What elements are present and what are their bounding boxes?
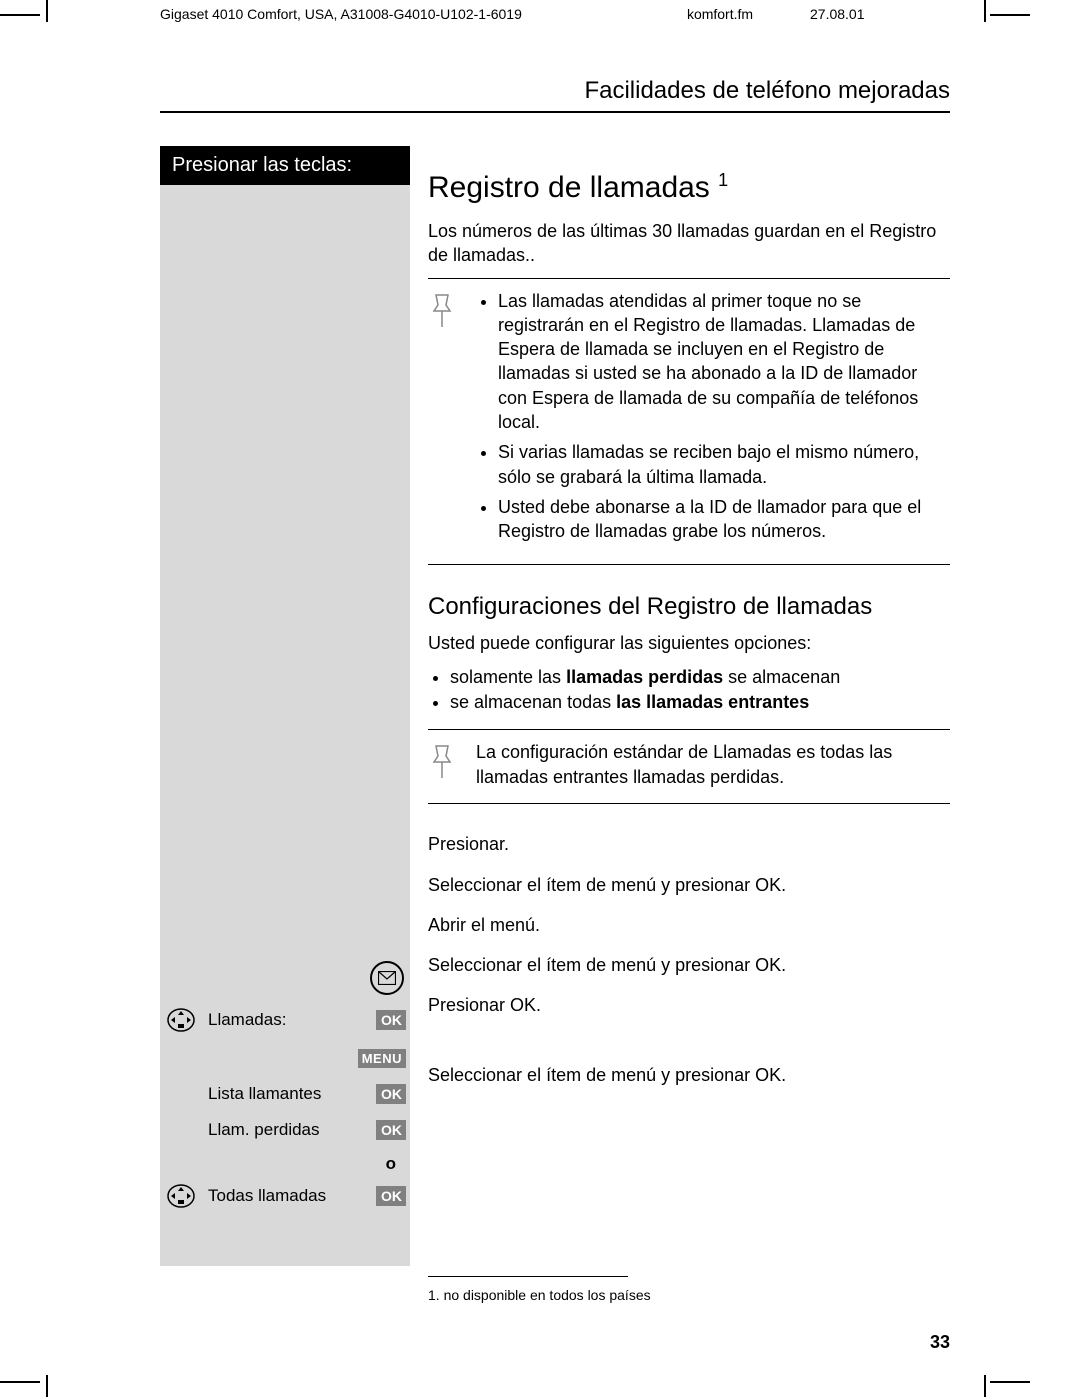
- note-item: Usted debe abonarse a la ID de llamador …: [498, 495, 950, 544]
- nav-icon: [160, 1005, 202, 1035]
- crop-mark: [990, 14, 1030, 16]
- step-text: Seleccionar el ítem de menú y presionar …: [428, 875, 950, 896]
- main-heading: Registro de llamadas 1: [428, 170, 950, 205]
- mail-icon: [370, 961, 404, 995]
- note-box-1: Las llamadas atendidas al primer toque n…: [428, 278, 950, 565]
- doc-id: Gigaset 4010 Comfort, USA, A31008-G4010-…: [160, 6, 630, 22]
- step-row: Presionar OK.: [428, 986, 950, 1026]
- ok-badge: OK: [376, 1120, 406, 1140]
- note-text: La configuración estándar de Llamadas es…: [476, 740, 950, 789]
- crop-mark: [46, 1375, 48, 1397]
- print-header: Gigaset 4010 Comfort, USA, A31008-G4010-…: [160, 6, 950, 22]
- heading-sup: 1: [718, 170, 728, 190]
- key-label: Llamadas:: [202, 1010, 376, 1030]
- key-row-mail: [160, 960, 410, 996]
- key-row-or: o: [160, 1146, 410, 1182]
- or-label: o: [160, 1154, 410, 1174]
- note-list: Las llamadas atendidas al primer toque n…: [476, 289, 950, 550]
- config-intro: Usted puede configurar las siguientes op…: [428, 631, 950, 655]
- key-row-llamadas: Llamadas: OK: [160, 1002, 410, 1038]
- step-text: Presionar.: [428, 834, 950, 855]
- note-item: Si varias llamadas se reciben bajo el mi…: [498, 440, 950, 489]
- ok-badge: OK: [376, 1186, 406, 1206]
- footnote-rule: [428, 1276, 628, 1277]
- crop-mark: [990, 1381, 1030, 1383]
- step-row: Seleccionar el ítem de menú y presionar …: [428, 1056, 950, 1096]
- key-row-todas: Todas llamadas OK: [160, 1178, 410, 1214]
- sub-heading: Configuraciones del Registro de llamadas: [428, 593, 950, 621]
- intro-paragraph: Los números de las últimas 30 llamadas g…: [428, 219, 950, 268]
- ok-badge: OK: [376, 1010, 406, 1030]
- sidebar-header: Presionar las teclas:: [160, 146, 410, 185]
- pin-icon: [428, 740, 462, 789]
- key-row-menu: MENU: [160, 1040, 410, 1076]
- ok-badge: OK: [376, 1084, 406, 1104]
- key-label: Llam. perdidas: [202, 1120, 376, 1140]
- doc-date: 27.08.01: [810, 6, 950, 22]
- crop-mark: [984, 1375, 986, 1397]
- step-text: Seleccionar el ítem de menú y presionar …: [428, 955, 950, 976]
- page-number: 33: [930, 1332, 950, 1353]
- step-text: Abrir el menú.: [428, 915, 950, 936]
- config-bullets: solamente las llamadas perdidas se almac…: [428, 665, 950, 715]
- step-text: Seleccionar el ítem de menú y presionar …: [428, 1065, 950, 1086]
- key-label: Lista llamantes: [202, 1084, 376, 1104]
- heading-text: Registro de llamadas: [428, 171, 710, 204]
- key-label: Todas llamadas: [202, 1186, 376, 1206]
- nav-icon: [160, 1181, 202, 1211]
- crop-mark: [46, 0, 48, 22]
- step-row: Seleccionar el ítem de menú y presionar …: [428, 866, 950, 906]
- footnote: 1. no disponible en todos los países: [428, 1287, 950, 1303]
- note-item: Las llamadas atendidas al primer toque n…: [498, 289, 950, 435]
- note-box-2: La configuración estándar de Llamadas es…: [428, 729, 950, 804]
- crop-mark: [0, 14, 40, 16]
- step-text: Presionar OK.: [428, 995, 950, 1016]
- file-name: komfort.fm: [630, 6, 810, 22]
- menu-badge: MENU: [358, 1049, 406, 1068]
- key-row-lista: Lista llamantes OK: [160, 1076, 410, 1112]
- crop-mark: [984, 0, 986, 22]
- config-bullet: se almacenan todas las llamadas entrante…: [450, 690, 950, 715]
- step-row: Seleccionar el ítem de menú y presionar …: [428, 946, 950, 986]
- config-bullet: solamente las llamadas perdidas se almac…: [450, 665, 950, 690]
- step-row: Presionar.: [428, 824, 950, 866]
- section-title: Facilidades de teléfono mejoradas: [160, 77, 950, 113]
- step-row: Abrir el menú.: [428, 906, 950, 946]
- crop-mark: [0, 1381, 40, 1383]
- pin-icon: [428, 289, 462, 550]
- main-content: Registro de llamadas 1 Los números de la…: [428, 146, 950, 1303]
- key-row-perdidas: Llam. perdidas OK: [160, 1112, 410, 1148]
